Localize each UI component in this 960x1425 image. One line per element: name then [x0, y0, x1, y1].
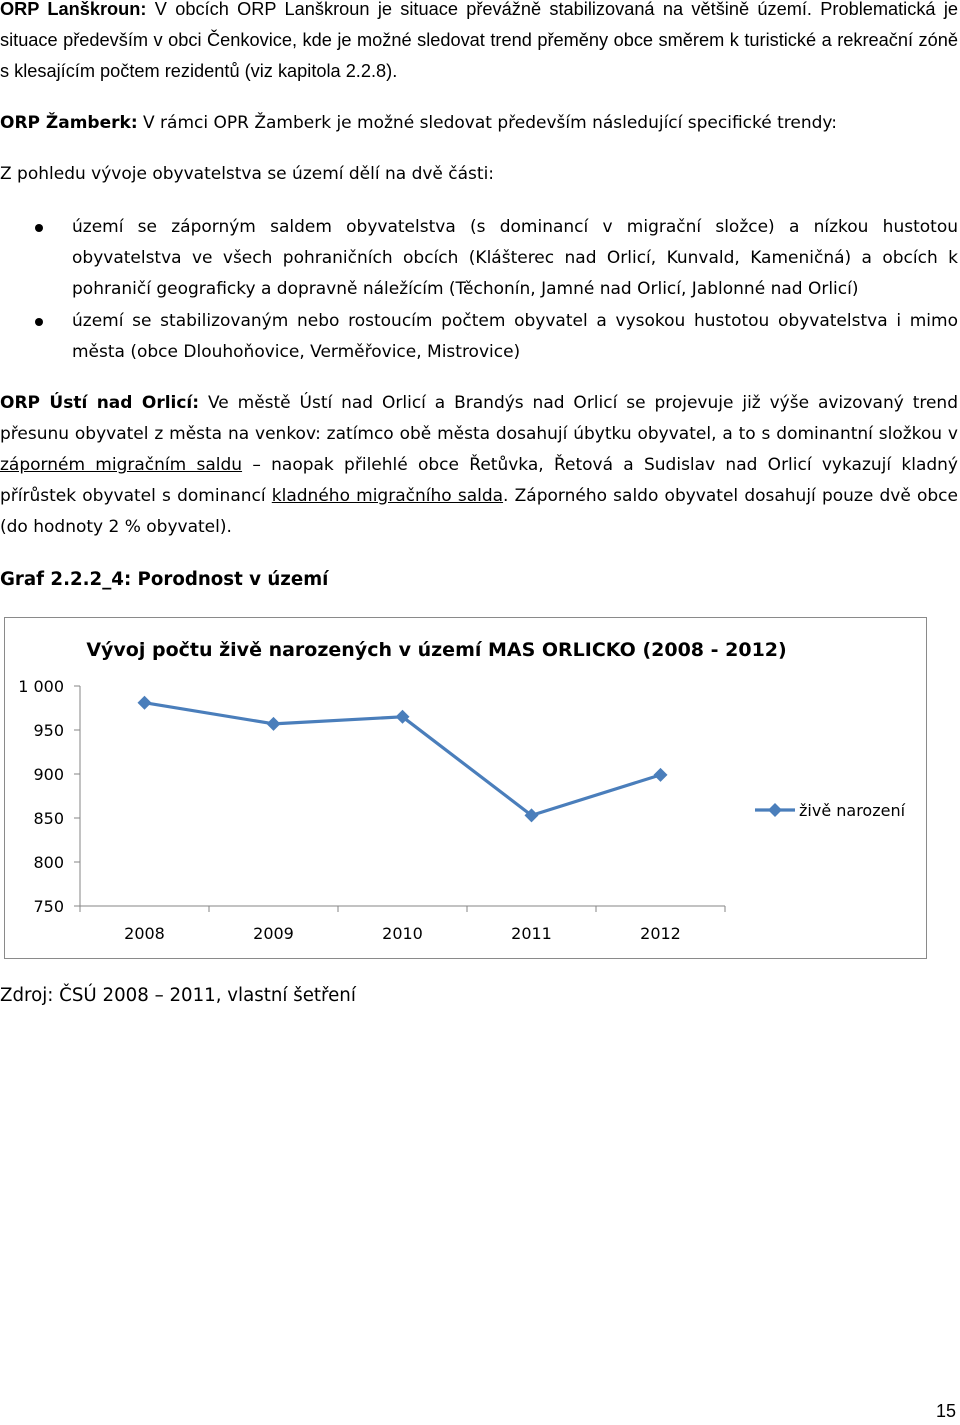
- paragraph-orp-usti-nad-orlici: ORP Ústí nad Orlicí: Ve městě Ústí nad O…: [0, 388, 958, 543]
- paragraph-lead: ORP Ústí nad Orlicí:: [0, 393, 200, 413]
- data-point: [137, 695, 152, 710]
- graph-caption: Graf 2.2.2_4: Porodnost v území: [0, 569, 329, 590]
- x-tick-label: 2012: [640, 924, 681, 943]
- data-point: [266, 716, 281, 731]
- legend-marker: [768, 803, 782, 817]
- paragraph-text: . Záporného saldo obyvatel dosahují pouz…: [0, 486, 958, 537]
- chart-frame: Vývoj počtu živě narozených v území MAS …: [4, 617, 927, 959]
- chart-title: Vývoj počtu živě narozených v území MAS …: [86, 639, 786, 661]
- bullet-item: území se stabilizovaným nebo rostoucím p…: [72, 311, 958, 362]
- y-tick-label: 750: [33, 897, 64, 916]
- data-point: [524, 808, 539, 823]
- paragraph-orp-zamberk: ORP Žamberk: V rámci OPR Žamberk je možn…: [0, 108, 958, 139]
- paragraph-lead: ORP Lanškroun:: [0, 0, 147, 19]
- paragraph-text: – naopak přilehlé obce Řetůvka, Řetová a…: [0, 455, 958, 506]
- bullet-icon: [35, 318, 43, 326]
- y-tick-label: 1 000: [18, 677, 64, 696]
- x-tick-label: 2011: [511, 924, 552, 943]
- bullet-icon: [35, 224, 43, 232]
- paragraph-orp-lanskroun: ORP Lanškroun: V obcích ORP Lanškroun je…: [0, 0, 958, 87]
- data-point: [653, 767, 668, 782]
- paragraph-text: V obcích ORP Lanškroun je situace převáž…: [0, 0, 959, 81]
- page-number: 15: [935, 1401, 956, 1421]
- underlined-text: kladného migračního salda: [271, 486, 504, 506]
- y-tick-label: 850: [33, 809, 64, 828]
- x-tick-label: 2009: [253, 924, 294, 943]
- x-tick-label: 2008: [124, 924, 165, 943]
- line-chart: Vývoj počtu živě narozených v území MAS …: [18, 639, 906, 943]
- source-note: Zdroj: ČSÚ 2008 – 2011, vlastní šetření: [0, 985, 356, 1006]
- y-tick-label: 900: [33, 765, 64, 784]
- underlined-text: záporném migračním saldu: [0, 455, 243, 475]
- paragraph-text: V rámci OPR Žamberk je možné sledovat př…: [137, 113, 837, 133]
- bullet-item: území se záporným saldem obyvatelstva (s…: [72, 217, 958, 299]
- paragraph-lead: ORP Žamberk:: [0, 113, 138, 133]
- y-tick-label: 950: [33, 721, 64, 740]
- legend-label: živě narození: [799, 801, 906, 820]
- paragraph-text: Ve městě Ústí nad Orlicí a Brandýs nad O…: [0, 393, 958, 444]
- x-tick-label: 2010: [382, 924, 423, 943]
- data-point: [395, 709, 410, 724]
- y-tick-label: 800: [33, 853, 64, 872]
- paragraph-population-division: Z pohledu vývoje obyvatelstva se území d…: [0, 164, 495, 184]
